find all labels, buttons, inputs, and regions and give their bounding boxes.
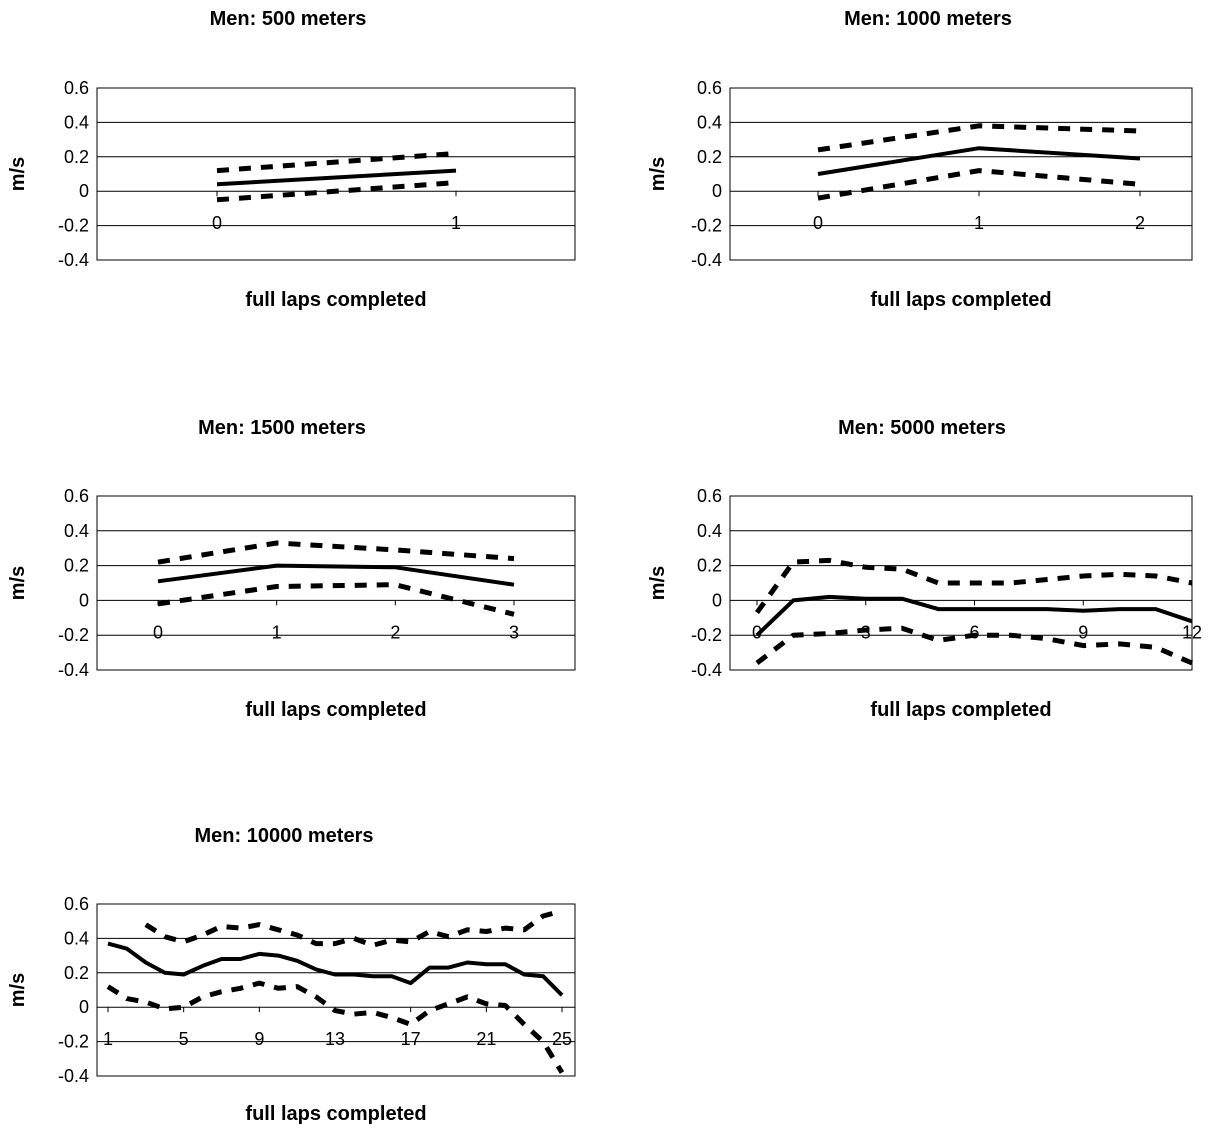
y-tick-label: 0.2 xyxy=(697,147,722,167)
y-tick-label: -0.4 xyxy=(58,250,89,270)
y-tick-label: 0.2 xyxy=(697,556,722,576)
x-tick-label: 1 xyxy=(103,1029,113,1049)
y-tick-label: -0.4 xyxy=(58,660,89,680)
chart-panel-2: Men: 1000 meters 0.6 0.4 0.2 0 -0.2 -0.4 0 1 2 ful… xyxy=(647,8,1193,311)
series-line-mean xyxy=(755,594,1193,637)
chart-title: Men: 500 meters xyxy=(210,8,367,30)
x-tick-label: 17 xyxy=(401,1029,421,1049)
y-tick-label: 0.2 xyxy=(64,963,89,983)
y-tick-label: 0.6 xyxy=(64,894,89,914)
y-tick-label: 0.4 xyxy=(697,521,722,541)
y-tick-label: 0.6 xyxy=(64,78,89,98)
x-tick-label: 9 xyxy=(254,1029,264,1049)
x-tick-label: 2 xyxy=(390,622,400,642)
y-tick-label: 0.4 xyxy=(64,112,89,132)
series-line-mean xyxy=(157,563,515,587)
y-tick-label: 0.2 xyxy=(64,556,89,576)
x-tick-label: 1 xyxy=(974,213,984,233)
y-tick-label: 0 xyxy=(712,181,722,201)
y-tick-label: 0.4 xyxy=(697,112,722,132)
y-tick-label: -0.4 xyxy=(58,1066,89,1086)
y-tick-label: 0.6 xyxy=(64,486,89,506)
y-tick-label: 0 xyxy=(79,181,89,201)
plot-area xyxy=(729,87,1193,261)
chart-panel-5: Men: 10000 meters 0.6 0.4 0.2 0 -0.2 -0.4 1 5 9 13… xyxy=(7,825,576,1125)
series-line-mean xyxy=(107,941,564,997)
series-line-bound xyxy=(216,150,457,174)
x-axis-label: full laps completed xyxy=(245,289,426,311)
series-line-bound xyxy=(817,168,1141,201)
x-tick-label: 5 xyxy=(179,1029,189,1049)
chart-title: Men: 1000 meters xyxy=(844,8,1012,30)
y-tick-label: -0.4 xyxy=(691,250,722,270)
x-axis-label: full laps completed xyxy=(245,1103,426,1125)
series-line-bound xyxy=(817,123,1141,153)
x-tick-label: 0 xyxy=(153,622,163,642)
x-tick-label: 9 xyxy=(1078,622,1088,642)
y-axis-label: m/s xyxy=(647,157,669,191)
y-tick-label: 0 xyxy=(79,997,89,1017)
series-line-bound xyxy=(216,180,457,203)
x-tick-label: 12 xyxy=(1182,622,1202,642)
x-tick-label: 0 xyxy=(212,213,222,233)
y-tick-label: 0.4 xyxy=(64,521,89,541)
plot-area xyxy=(96,495,576,671)
series-line-bound xyxy=(144,908,563,948)
series-line-bound xyxy=(157,582,515,617)
x-tick-label: 25 xyxy=(552,1029,572,1049)
x-tick-label: 0 xyxy=(813,213,823,233)
x-tick-label: 21 xyxy=(476,1029,496,1049)
y-axis-label: m/s xyxy=(7,566,29,600)
chart-panel-1: Men: 500 meters 0.6 0.4 0.2 0 -0.2 -0.4 0 1 full … xyxy=(7,8,576,311)
plot-area xyxy=(96,87,576,261)
y-tick-label: -0.2 xyxy=(58,625,89,645)
y-axis-label: m/s xyxy=(647,566,669,600)
y-axis-label: m/s xyxy=(7,157,29,191)
y-tick-label: 0.6 xyxy=(697,78,722,98)
x-tick-label: 3 xyxy=(509,622,519,642)
x-tick-label: 0 xyxy=(752,622,762,642)
series-line-mean xyxy=(817,146,1141,176)
x-axis-label: full laps completed xyxy=(245,699,426,721)
y-tick-label: -0.2 xyxy=(58,216,89,236)
series-line-bound xyxy=(106,980,565,1074)
x-tick-label: 1 xyxy=(272,622,282,642)
chart-panel-3: Men: 1500 meters 0.6 0.4 0.2 0 -0.2 -0.4 0 1 2 3 fu… xyxy=(7,417,576,721)
series-line-mean xyxy=(216,168,457,187)
x-tick-label: 2 xyxy=(1135,213,1145,233)
chart-title: Men: 1500 meters xyxy=(198,417,366,439)
y-axis-label: m/s xyxy=(7,973,29,1007)
y-tick-label: -0.4 xyxy=(691,660,722,680)
chart-title: Men: 5000 meters xyxy=(838,417,1006,439)
y-tick-label: 0 xyxy=(712,590,722,610)
y-tick-label: -0.2 xyxy=(691,216,722,236)
series-line-bound xyxy=(755,625,1193,666)
series-line-bound xyxy=(754,557,1193,615)
x-tick-label: 6 xyxy=(969,622,979,642)
y-tick-label: -0.2 xyxy=(58,1032,89,1052)
x-axis-label: full laps completed xyxy=(870,289,1051,311)
chart-title: Men: 10000 meters xyxy=(195,825,374,847)
plot-area xyxy=(96,903,576,1077)
y-tick-label: 0.6 xyxy=(697,486,722,506)
series-line-bound xyxy=(157,540,515,565)
x-tick-label: 1 xyxy=(451,213,461,233)
y-tick-label: 0 xyxy=(79,590,89,610)
y-tick-label: 0.2 xyxy=(64,147,89,167)
x-axis-label: full laps completed xyxy=(870,699,1051,721)
x-tick-label: 13 xyxy=(325,1029,345,1049)
y-tick-label: 0.4 xyxy=(64,928,89,948)
y-tick-label: -0.2 xyxy=(691,625,722,645)
